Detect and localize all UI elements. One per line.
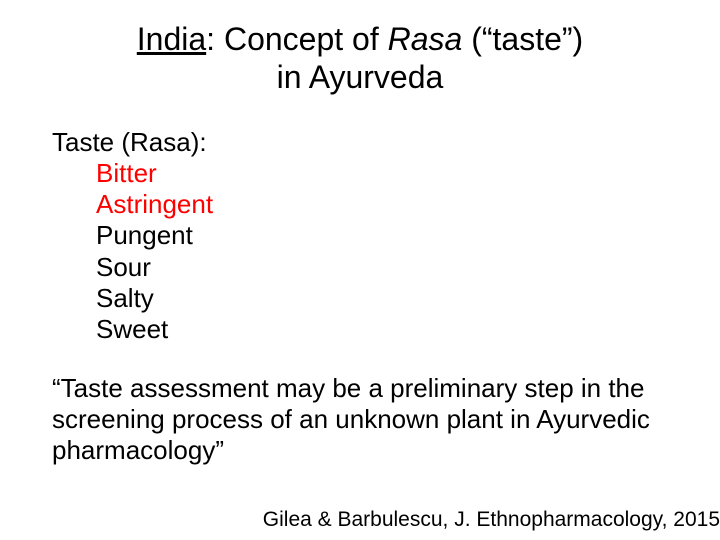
title-line2: in Ayurveda [277, 59, 444, 95]
title-part2: : Concept of [206, 21, 387, 57]
quote-text: “Taste assessment may be a preliminary s… [0, 345, 720, 467]
title-india: India [137, 21, 206, 57]
list-item: Salty [96, 283, 720, 314]
list-item: Sweet [96, 314, 720, 345]
taste-list: Bitter Astringent Pungent Sour Salty Swe… [52, 158, 720, 345]
list-item: Bitter [96, 158, 720, 189]
body-section: Taste (Rasa): Bitter Astringent Pungent … [0, 97, 720, 345]
slide-title: India: Concept of Rasa (“taste”) in Ayur… [0, 0, 720, 97]
title-rasa: Rasa [388, 21, 463, 57]
taste-heading: Taste (Rasa): [52, 127, 720, 158]
list-item: Sour [96, 252, 720, 283]
list-item: Pungent [96, 220, 720, 251]
title-part4: (“taste”) [462, 21, 583, 57]
citation: Gilea & Barbulescu, J. Ethnopharmacology… [263, 508, 720, 532]
list-item: Astringent [96, 189, 720, 220]
